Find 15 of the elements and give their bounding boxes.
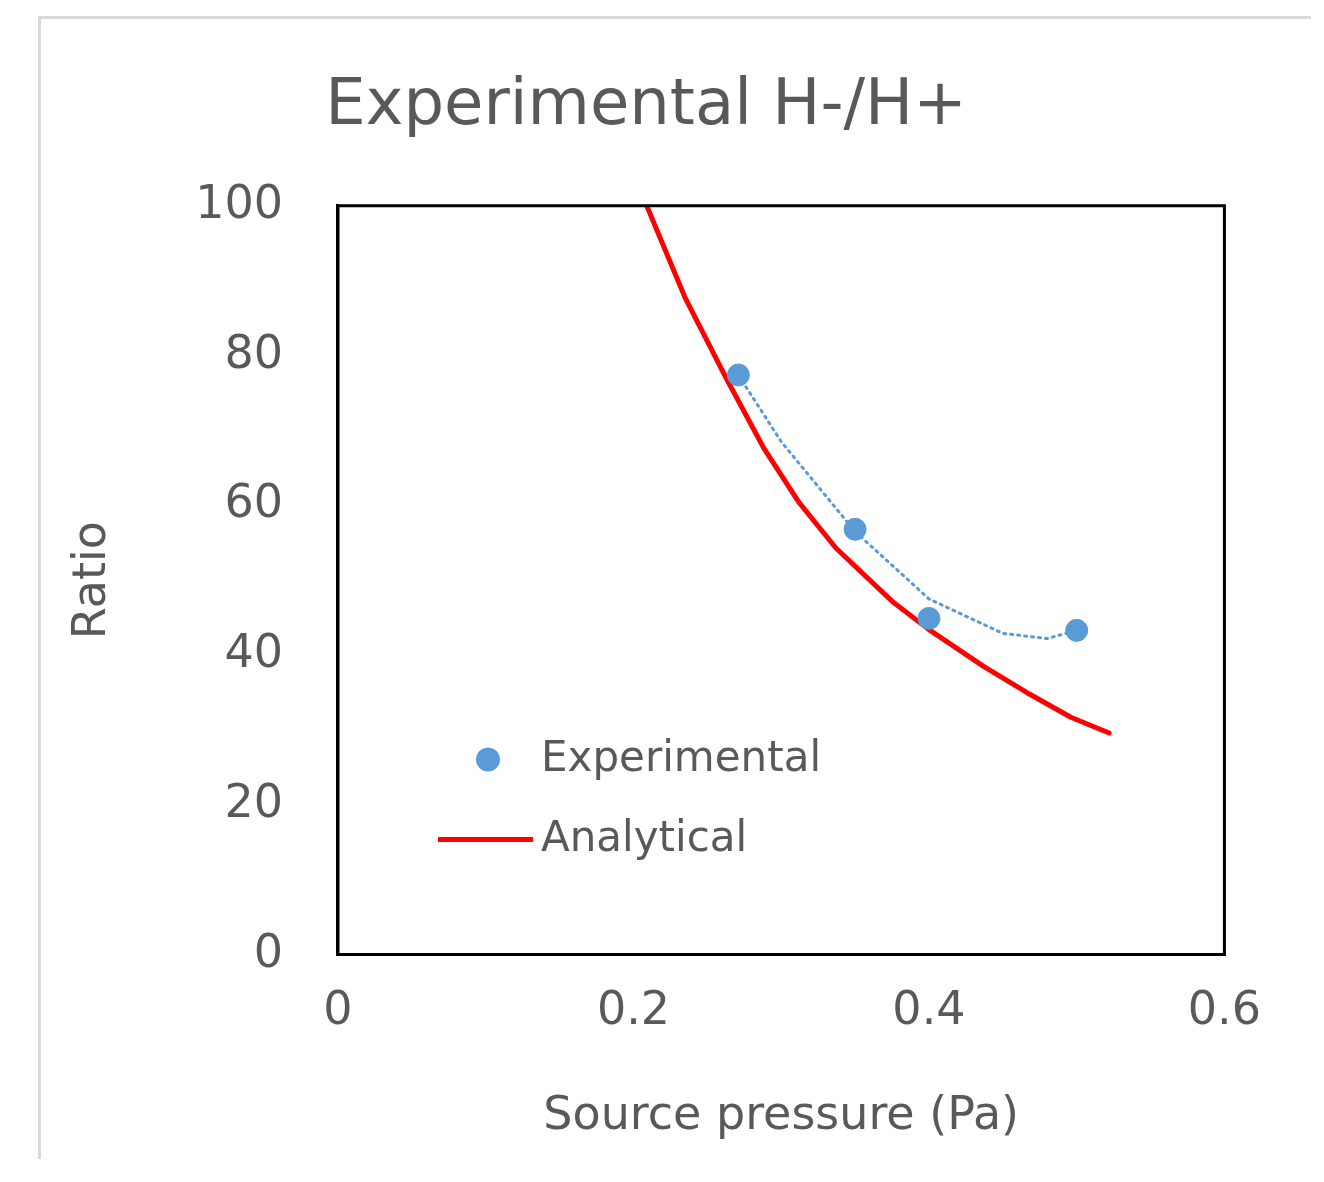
- x-axis-title: Source pressure (Pa): [543, 1086, 1020, 1141]
- y-tick-label: 60: [224, 474, 283, 529]
- y-tick-label: 100: [195, 174, 283, 229]
- y-tick-label: 20: [224, 773, 283, 828]
- y-tick-label: 0: [253, 923, 283, 978]
- x-tick-label: 0.6: [1187, 981, 1261, 1036]
- legend-label: Experimental: [541, 731, 822, 781]
- y-axis-title: Ratio: [61, 521, 116, 640]
- y-tick-label: 80: [224, 324, 283, 379]
- x-tick-label: 0: [323, 981, 353, 1036]
- x-tick-label: 0.2: [596, 981, 671, 1036]
- x-tick-label: 0.4: [892, 981, 966, 1036]
- y-tick-label: 40: [224, 624, 283, 679]
- legend-label: Analytical: [541, 811, 748, 861]
- chart-title: Experimental H-/H+: [325, 65, 967, 140]
